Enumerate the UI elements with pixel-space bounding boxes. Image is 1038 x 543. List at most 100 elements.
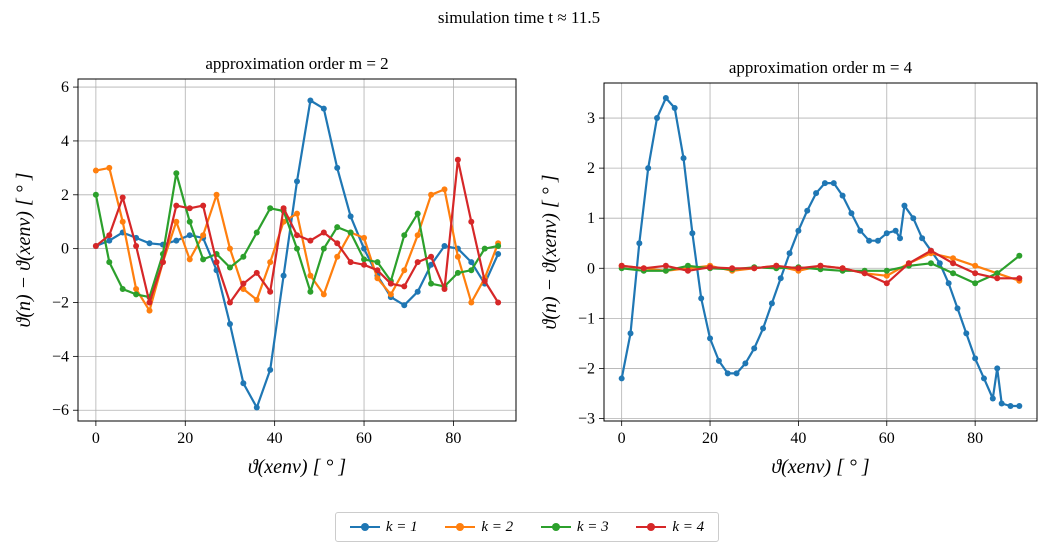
- data-point: [173, 218, 180, 225]
- data-point: [133, 242, 140, 249]
- data-point: [320, 105, 327, 112]
- data-point: [106, 259, 113, 266]
- legend-label-k4: k = 4: [672, 518, 705, 535]
- data-point: [1007, 402, 1014, 409]
- data-point: [468, 259, 475, 266]
- data-point: [839, 265, 846, 272]
- data-point: [919, 235, 926, 242]
- data-point: [786, 250, 793, 257]
- chart-panel-2: 0 20 40 60 80 −3 −2 −1 0 1 2 3 approximation order m…: [539, 58, 1038, 478]
- y-axis-label: ϑ(n) − ϑ(xenv) [ ° ]: [13, 173, 35, 328]
- x-axis-label: ϑ(xenv) [ ° ]: [771, 456, 869, 478]
- chart-title: approximation order m = 4: [729, 58, 913, 77]
- series-line: [95, 99, 500, 409]
- data-point: [119, 194, 126, 201]
- data-point: [253, 269, 260, 276]
- data-point: [795, 265, 802, 272]
- y-tick-label: 0: [61, 241, 69, 258]
- y-tick-label: 2: [61, 187, 69, 204]
- y-tick-label: −2: [52, 295, 69, 312]
- chart-panel-1: 0 20 40 60 80 −6 −4 −2 0 2 4 6 approximation order m…: [13, 54, 517, 478]
- data-point: [950, 260, 957, 267]
- data-point: [804, 207, 811, 214]
- y-tick-label: −1: [578, 310, 595, 327]
- data-point: [707, 264, 714, 271]
- x-tick-label: 60: [356, 430, 372, 447]
- data-point: [401, 302, 408, 309]
- data-point: [401, 267, 408, 274]
- data-point: [173, 170, 180, 177]
- data-point: [662, 95, 669, 102]
- data-point: [267, 205, 274, 212]
- data-point: [454, 269, 461, 276]
- data-point: [240, 253, 247, 260]
- data-point: [866, 237, 873, 244]
- legend-swatch-k4: [636, 521, 667, 533]
- y-tick-label: 3: [587, 110, 595, 127]
- legend-item-k2: k = 2: [445, 519, 513, 536]
- series-1: [618, 95, 1023, 409]
- data-point: [307, 97, 314, 104]
- data-point: [618, 375, 625, 382]
- data-point: [92, 191, 99, 198]
- data-point: [897, 235, 904, 242]
- data-point: [468, 299, 475, 306]
- data-point: [173, 237, 180, 244]
- x-tick-label: 80: [445, 430, 461, 447]
- data-point: [320, 291, 327, 298]
- x-tick-label: 20: [177, 430, 193, 447]
- data-point: [989, 395, 996, 402]
- data-point: [441, 242, 448, 249]
- data-point: [294, 210, 300, 217]
- data-point: [861, 270, 868, 277]
- data-point: [724, 370, 731, 377]
- data-point: [200, 256, 207, 263]
- data-point: [994, 275, 1001, 282]
- data-point: [684, 262, 691, 269]
- data-point: [936, 260, 943, 267]
- data-point: [307, 272, 314, 279]
- data-point: [945, 280, 952, 287]
- data-point: [334, 224, 341, 231]
- data-point: [821, 180, 828, 187]
- data-point: [857, 227, 864, 234]
- data-point: [428, 280, 435, 287]
- data-point: [768, 300, 775, 307]
- data-point: [892, 227, 899, 234]
- data-point: [773, 262, 780, 269]
- data-point: [954, 305, 961, 312]
- data-point: [334, 240, 341, 247]
- data-point: [901, 202, 908, 209]
- data-point: [428, 253, 435, 260]
- data-point: [972, 280, 979, 287]
- data-point: [119, 218, 126, 225]
- data-point: [751, 265, 758, 272]
- data-point: [294, 232, 300, 239]
- data-point: [401, 232, 408, 239]
- y-tick-label: −4: [52, 348, 69, 365]
- data-point: [186, 256, 193, 263]
- data-point: [481, 277, 488, 284]
- data-point: [159, 259, 166, 266]
- series-1: [92, 97, 502, 411]
- data-point: [998, 400, 1005, 407]
- y-tick-label: 2: [587, 160, 595, 177]
- data-point: [1016, 252, 1023, 259]
- legend-label-k3: k = 3: [576, 518, 609, 535]
- data-point: [347, 259, 354, 266]
- data-point: [280, 272, 287, 279]
- data-point: [927, 260, 934, 267]
- data-point: [994, 270, 1001, 277]
- data-point: [267, 259, 274, 266]
- data-point: [662, 267, 669, 274]
- data-point: [707, 335, 714, 342]
- data-point: [106, 232, 113, 239]
- data-point: [226, 245, 233, 252]
- legend-label-k2: k = 2: [481, 518, 514, 535]
- data-point: [307, 237, 314, 244]
- data-point: [495, 251, 502, 258]
- legend-item-k4: k = 4: [636, 519, 704, 536]
- series-line: [620, 96, 1020, 408]
- y-tick-label: −6: [52, 402, 69, 419]
- y-tick-label: 0: [587, 260, 595, 277]
